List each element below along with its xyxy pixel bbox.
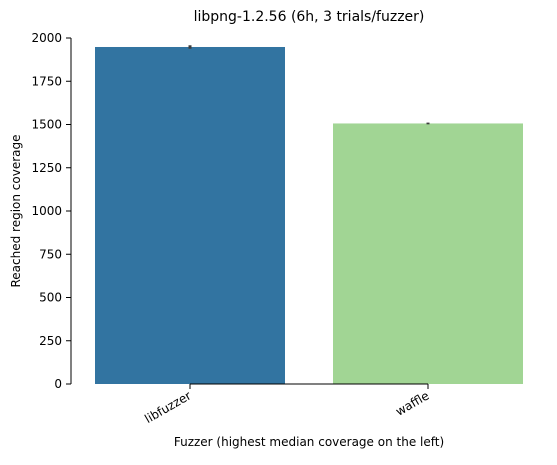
y-tick-label: 1500 <box>31 118 62 132</box>
x-axis: libfuzzer waffle <box>142 383 432 426</box>
y-tick-label: 500 <box>39 291 62 305</box>
y-tick-label: 1750 <box>31 74 62 88</box>
y-tick-label: 0 <box>54 377 62 391</box>
bar-libfuzzer <box>95 46 285 384</box>
y-tick-label: 1250 <box>31 161 62 175</box>
y-tick-label: 250 <box>39 334 62 348</box>
y-axis-label: Reached region coverage <box>9 134 23 287</box>
x-axis-label: Fuzzer (highest median coverage on the l… <box>174 435 444 449</box>
bars-group <box>95 46 523 384</box>
y-tick-label: 1000 <box>31 204 62 218</box>
chart-title: libpng-1.2.56 (6h, 3 trials/fuzzer) <box>194 9 425 25</box>
error-bars-group <box>188 45 430 125</box>
y-tick-label: 2000 <box>31 31 62 45</box>
y-tick-label: 750 <box>39 247 62 261</box>
x-tick-label-libfuzzer: libfuzzer <box>142 388 193 426</box>
x-tick-label-waffle: waffle <box>393 388 431 418</box>
bar-waffle <box>333 123 523 384</box>
y-axis: 0 250 500 750 1000 1250 1500 1750 2000 <box>31 31 72 391</box>
